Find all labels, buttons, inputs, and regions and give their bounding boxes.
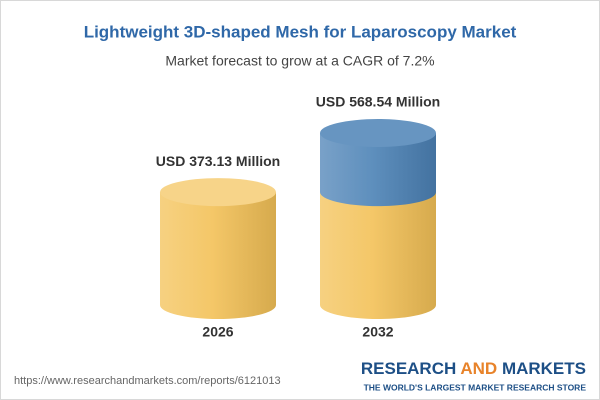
cylinder-top: [320, 119, 436, 147]
cylinder-body: [160, 192, 276, 319]
x-tick-label: 2032: [362, 324, 393, 340]
brand-part: RESEARCH: [361, 359, 456, 378]
brand-part: AND: [460, 359, 497, 378]
x-tick-label: 2026: [202, 324, 233, 340]
value-label: USD 568.54 Million: [316, 94, 440, 110]
brand: RESEARCH AND MARKETS: [361, 359, 586, 378]
source-url: https://www.researchandmarkets.com/repor…: [14, 375, 281, 387]
cylinder-top: [160, 178, 276, 207]
cylinder-body: [320, 133, 436, 207]
brand-part: MARKETS: [502, 359, 586, 378]
brand-tagline: THE WORLD'S LARGEST MARKET RESEARCH STOR…: [364, 382, 587, 392]
value-label: USD 373.13 Million: [156, 153, 280, 169]
chart-subtitle: Market forecast to grow at a CAGR of 7.2…: [165, 53, 434, 69]
chart-title: Lightweight 3D-shaped Mesh for Laparosco…: [84, 22, 517, 41]
cylinder-body: [320, 192, 436, 319]
